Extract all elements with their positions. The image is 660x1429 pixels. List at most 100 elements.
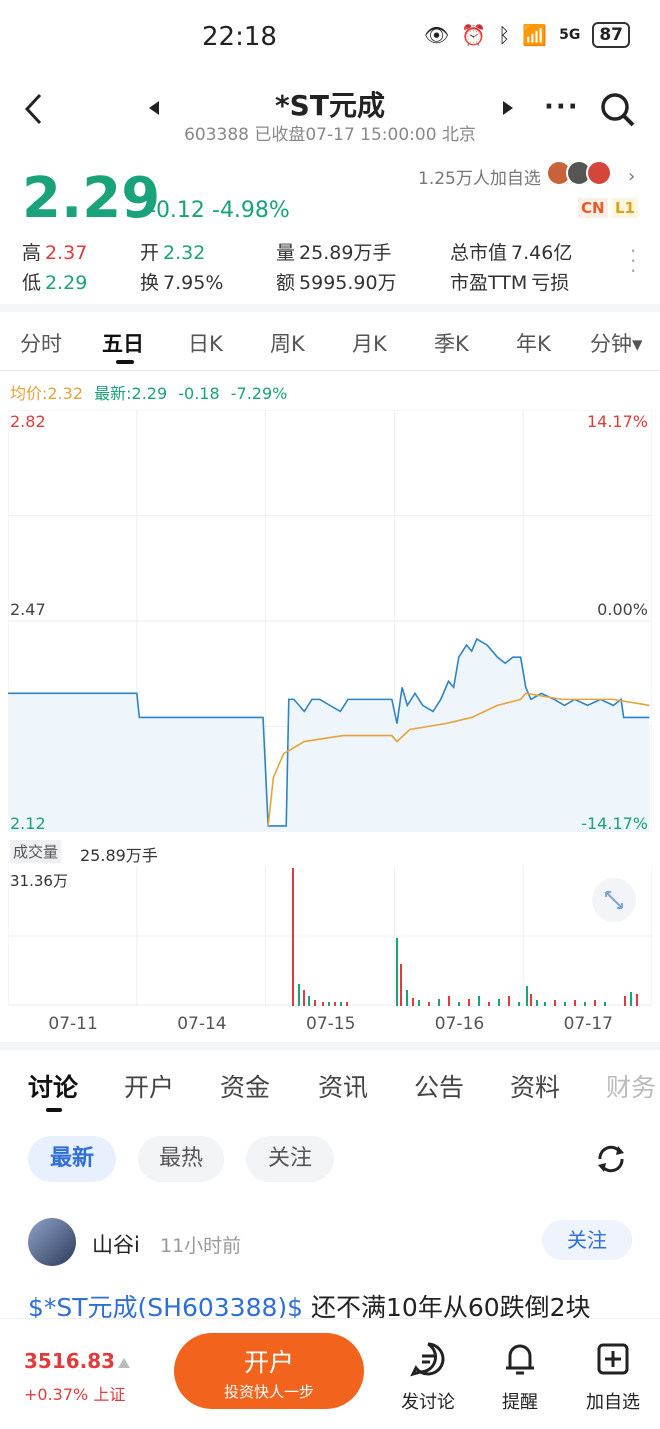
legend-avg: 均价:2.32 xyxy=(10,384,84,403)
price-chart-svg xyxy=(7,409,653,833)
post-text: 还不满10年从60跌倒2块 xyxy=(303,1293,591,1322)
legend-change: -0.18 xyxy=(178,384,220,403)
watcher-avatars[interactable] xyxy=(546,160,612,186)
volume-bar xyxy=(396,938,398,1006)
tab-finance[interactable]: 财务 xyxy=(606,1073,657,1102)
tab-funds[interactable]: 资金 xyxy=(220,1073,271,1102)
stat-pe: 市盈TTM 亏损 xyxy=(450,272,570,294)
divider xyxy=(0,1042,660,1050)
active-tab-indicator xyxy=(116,360,134,364)
legend-latest: 最新:2.29 xyxy=(94,384,168,403)
volume-bar xyxy=(498,999,500,1006)
active-tab-indicator xyxy=(46,1108,62,1112)
bell-icon xyxy=(506,1344,534,1375)
volume-max: 31.36万 xyxy=(10,872,68,890)
volume-bar xyxy=(322,1002,324,1006)
index-change: +0.37% 上证 xyxy=(24,1385,126,1404)
tab-daily-k[interactable]: 日K xyxy=(188,332,223,356)
volume-bar xyxy=(518,1002,520,1006)
post-username[interactable]: 山谷i xyxy=(92,1233,140,1257)
x-axis-tick-label: 07-14 xyxy=(177,1014,227,1034)
tab-monthly-k[interactable]: 月K xyxy=(352,332,387,356)
page-subtitle: 603388 已收盘07-17 15:00:00 北京 xyxy=(184,125,476,145)
alert-button[interactable]: 提醒 xyxy=(490,1341,550,1414)
divider xyxy=(0,304,660,312)
volume-bar xyxy=(400,964,402,1006)
wifi-icon: 📶 xyxy=(522,23,548,47)
search-icon[interactable] xyxy=(600,92,636,132)
avatar xyxy=(586,160,612,186)
tab-weekly-k[interactable]: 周K xyxy=(270,332,305,356)
chevron-right-icon[interactable]: › xyxy=(628,166,636,187)
price-change: -0.12 xyxy=(148,198,205,223)
volume-bar xyxy=(314,1000,316,1006)
prev-stock-icon[interactable] xyxy=(148,100,160,120)
volume-bar xyxy=(438,999,440,1006)
volume-value: 25.89万手 xyxy=(80,846,158,865)
follow-button[interactable]: 关注 xyxy=(542,1220,632,1260)
add-watchlist-button[interactable]: 加自选 xyxy=(582,1341,644,1414)
tab-five-day[interactable]: 五日 xyxy=(102,332,144,356)
axis-top-price: 2.82 xyxy=(10,412,46,431)
index-value[interactable]: 3516.83 xyxy=(24,1349,116,1373)
volume-bar xyxy=(544,1002,546,1006)
stat-open: 开 2.32 xyxy=(140,242,206,264)
open-account-button[interactable]: 开户 投资快人一步 xyxy=(174,1333,364,1409)
status-bar: 22:18 👁 ⏰ ᛒ 📶 5G 87 xyxy=(0,0,660,72)
volume-bar xyxy=(346,1002,348,1006)
header: *ST元成 603388 已收盘07-17 15:00:00 北京 ··· xyxy=(0,78,660,148)
filter-latest[interactable]: 最新 xyxy=(28,1136,116,1182)
volume-bar xyxy=(292,868,294,1006)
avatar[interactable] xyxy=(28,1218,76,1266)
volume-bar xyxy=(428,1002,430,1006)
expand-icon[interactable] xyxy=(592,878,636,922)
tab-news[interactable]: 资讯 xyxy=(318,1073,369,1102)
volume-bar xyxy=(536,1000,538,1006)
filter-hot[interactable]: 最热 xyxy=(138,1136,224,1182)
network-label: 5G xyxy=(559,27,581,43)
action-label: 发讨论 xyxy=(401,1392,455,1413)
volume-bar xyxy=(303,990,305,1006)
index-up-icon xyxy=(118,1353,130,1372)
x-axis-tick-label: 07-11 xyxy=(48,1014,98,1034)
volume-bar xyxy=(328,1002,330,1006)
more-stats-icon[interactable]: · · · xyxy=(630,239,637,283)
stat-market-cap: 总市值 7.46亿 xyxy=(450,242,573,264)
volume-bar xyxy=(458,1002,460,1006)
axis-mid-price: 2.47 xyxy=(10,600,46,619)
avg-line xyxy=(267,692,650,827)
page-title: *ST元成 xyxy=(275,89,385,122)
refresh-icon[interactable] xyxy=(592,1140,630,1182)
tab-open-account[interactable]: 开户 xyxy=(124,1073,175,1102)
cta-main: 开户 xyxy=(243,1348,294,1377)
post-stock-link[interactable]: $*ST元成(SH603388)$ xyxy=(28,1293,304,1322)
more-icon[interactable]: ··· xyxy=(544,92,580,122)
tab-announcements[interactable]: 公告 xyxy=(414,1073,465,1102)
plus-square-icon xyxy=(597,1343,629,1375)
status-time: 22:18 xyxy=(202,22,277,52)
post-discussion-button[interactable]: 发讨论 xyxy=(398,1341,458,1414)
price-chart[interactable] xyxy=(7,409,653,833)
volume-label: 成交量 xyxy=(10,840,62,863)
tab-quarterly-k[interactable]: 季K xyxy=(434,332,469,356)
status-icons: 👁 ⏰ ᛒ 📶 5G 87 xyxy=(424,22,630,48)
x-axis-tick-label: 07-17 xyxy=(563,1014,613,1034)
volume-bar xyxy=(418,1000,420,1006)
tab-minute[interactable]: 分钟▾ xyxy=(590,332,643,356)
tab-intraday[interactable]: 分时 xyxy=(20,332,62,356)
tab-discussion[interactable]: 讨论 xyxy=(28,1073,79,1102)
legend-pct: -7.29% xyxy=(230,384,288,403)
volume-chart[interactable] xyxy=(7,866,653,1006)
volume-bar xyxy=(298,984,300,1006)
stat-turnover: 换 7.95% xyxy=(140,272,224,294)
volume-bar xyxy=(468,999,470,1006)
tab-profile[interactable]: 资料 xyxy=(510,1073,561,1102)
tab-yearly-k[interactable]: 年K xyxy=(516,332,551,356)
volume-bar xyxy=(564,1002,566,1006)
filter-following[interactable]: 关注 xyxy=(246,1136,334,1182)
volume-bar xyxy=(508,996,510,1006)
x-axis-tick-label: 07-15 xyxy=(306,1014,356,1034)
cta-sub: 投资快人一步 xyxy=(223,1383,314,1401)
next-stock-icon[interactable] xyxy=(502,100,514,120)
back-icon[interactable] xyxy=(22,92,46,130)
